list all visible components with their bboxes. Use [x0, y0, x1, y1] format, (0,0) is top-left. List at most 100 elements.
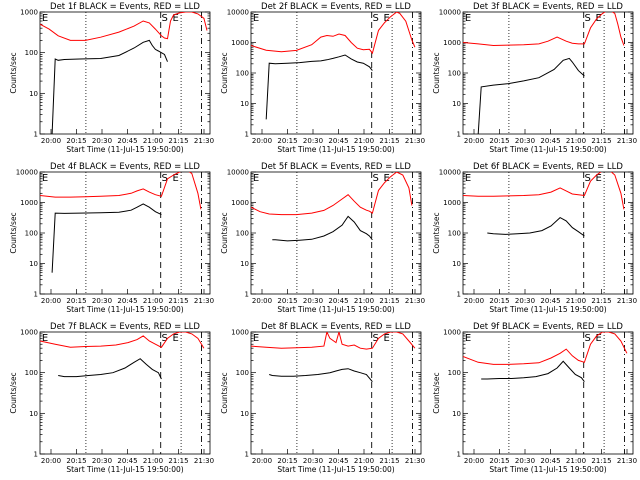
series-lld-line	[40, 12, 208, 41]
x-tick-label: 20:00	[464, 457, 484, 465]
panel-8: Det 8f BLACK = Events, RED = LLD 1 10 100 10…	[220, 322, 425, 474]
marker-e-left: E	[42, 13, 48, 24]
y-tick-label: 10	[452, 260, 461, 268]
y-tick-label: 100	[236, 230, 249, 238]
y-axis-label: Counts/sec	[220, 212, 229, 253]
y-tick-label: 1000	[231, 39, 249, 47]
panel-title: Det 8f BLACK = Events, RED = LLD	[261, 322, 411, 332]
y-axis-label: Counts/sec	[9, 372, 18, 413]
x-tick-label: 21:00	[143, 137, 163, 145]
plot-frame	[250, 171, 422, 295]
panel-9: Det 9f BLACK = Events, RED = LLD 1 10 100 10…	[432, 322, 637, 474]
marker-s: S	[162, 173, 168, 184]
x-tick-label: 20:15	[277, 457, 297, 465]
x-tick-label: 21:15	[591, 137, 611, 145]
panel-title: Det 5f BLACK = Events, RED = LLD	[261, 162, 411, 172]
x-tick-label: 20:30	[303, 137, 323, 145]
marker-e-left: E	[253, 173, 259, 184]
marker-e: E	[173, 13, 179, 24]
series-lld-line	[463, 332, 628, 365]
x-tick-label: 20:15	[66, 137, 86, 145]
y-tick-label: 10	[29, 90, 38, 98]
y-tick-label: 10000	[16, 169, 38, 177]
marker-e: E	[384, 13, 390, 24]
x-tick-label: 21:15	[168, 457, 188, 465]
plot-frame	[39, 11, 211, 135]
plot-frame	[462, 331, 634, 455]
series-events-line	[272, 215, 373, 242]
y-axis-label: Counts/sec	[9, 52, 18, 93]
x-tick-label: 20:30	[303, 297, 323, 305]
x-tick-label: 20:00	[41, 297, 61, 305]
x-tick-label: 21:00	[354, 297, 374, 305]
marker-s: S	[585, 173, 591, 184]
x-tick-label: 21:15	[168, 297, 188, 305]
x-axis-label: Start Time (11-Jul-15 19:50:00)	[66, 465, 183, 474]
series-lld-line	[40, 172, 202, 210]
x-axis-label: Start Time (11-Jul-15 19:50:00)	[66, 145, 183, 154]
x-tick-label: 20:45	[540, 137, 560, 145]
y-tick-label: 100	[448, 70, 461, 78]
plot-frame	[250, 11, 422, 135]
marker-e-left: E	[465, 333, 471, 344]
x-tick-label: 21:15	[379, 297, 399, 305]
x-tick-label: 20:00	[464, 137, 484, 145]
plot-frame	[250, 331, 422, 455]
panel-6: Det 6f BLACK = Events, RED = LLD 1 10 100 10…	[432, 162, 637, 314]
x-tick-label: 20:45	[540, 297, 560, 305]
marker-e: E	[173, 173, 179, 184]
x-tick-label: 21:30	[194, 137, 214, 145]
x-tick-label: 20:45	[328, 457, 348, 465]
marker-e: E	[384, 173, 390, 184]
plot-frame	[39, 331, 211, 455]
panel-title: Det 2f BLACK = Events, RED = LLD	[261, 2, 411, 12]
panel-1: Det 1f BLACK = Events, RED = LLD 1 10 100 10…	[9, 2, 214, 154]
y-tick-label: 10000	[227, 9, 249, 17]
x-tick-label: 20:15	[489, 297, 509, 305]
series-events-line	[265, 54, 373, 120]
x-tick-label: 21:30	[617, 457, 637, 465]
x-tick-label: 20:00	[41, 137, 61, 145]
y-tick-label: 100	[25, 230, 38, 238]
x-tick-label: 20:00	[252, 137, 272, 145]
x-tick-label: 20:15	[277, 297, 297, 305]
y-axis-label: Counts/sec	[432, 52, 441, 93]
x-tick-label: 20:15	[489, 137, 509, 145]
y-tick-label: 1000	[443, 329, 461, 337]
x-tick-label: 20:15	[66, 457, 86, 465]
x-tick-label: 20:15	[489, 457, 509, 465]
x-tick-label: 21:15	[591, 457, 611, 465]
panel-title: Det 4f BLACK = Events, RED = LLD	[50, 162, 200, 172]
y-tick-label: 1	[457, 131, 461, 139]
x-axis-label: Start Time (11-Jul-15 19:50:00)	[489, 305, 606, 314]
y-tick-label: 1	[245, 451, 249, 459]
x-axis-label: Start Time (11-Jul-15 19:50:00)	[277, 145, 394, 154]
panel-title: Det 6f BLACK = Events, RED = LLD	[473, 162, 623, 172]
y-tick-label: 10000	[439, 9, 461, 17]
y-tick-label: 10	[29, 260, 38, 268]
marker-s: S	[162, 13, 168, 24]
y-tick-label: 1	[34, 291, 38, 299]
y-tick-label: 1000	[20, 329, 38, 337]
series-events-line	[269, 368, 373, 383]
x-axis-label: Start Time (11-Jul-15 19:50:00)	[489, 465, 606, 474]
x-tick-label: 21:15	[591, 297, 611, 305]
y-tick-label: 100	[448, 230, 461, 238]
marker-e-left: E	[253, 333, 259, 344]
series-lld-line	[251, 332, 416, 350]
y-axis-label: Counts/sec	[220, 52, 229, 93]
x-tick-label: 20:00	[252, 457, 272, 465]
x-tick-label: 21:30	[405, 457, 425, 465]
marker-e-left: E	[465, 173, 471, 184]
marker-e-left: E	[42, 333, 48, 344]
x-tick-label: 20:30	[515, 137, 535, 145]
x-tick-label: 20:45	[117, 457, 137, 465]
x-tick-label: 21:30	[194, 457, 214, 465]
x-tick-label: 20:30	[92, 137, 112, 145]
x-axis-label: Start Time (11-Jul-15 19:50:00)	[489, 145, 606, 154]
x-tick-label: 20:30	[303, 457, 323, 465]
y-tick-label: 10	[452, 410, 461, 418]
y-axis-label: Counts/sec	[432, 372, 441, 413]
y-axis-label: Counts/sec	[220, 372, 229, 413]
